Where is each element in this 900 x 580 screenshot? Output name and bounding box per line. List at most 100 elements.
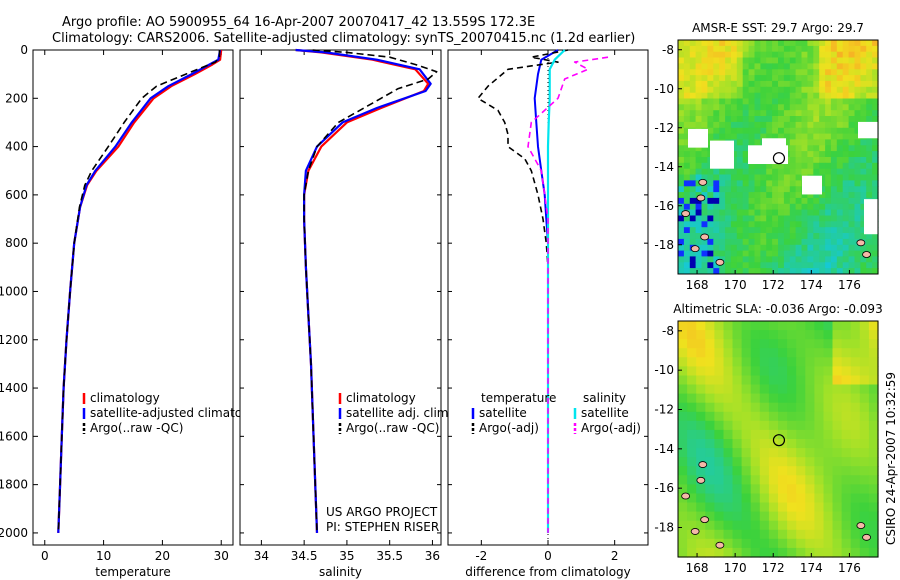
sst_map-cell	[766, 162, 773, 170]
temperature-legend-title: temperature	[481, 391, 556, 405]
sst_map-cell	[713, 192, 720, 199]
sla_map-cell	[778, 475, 788, 485]
sst_map-cell	[801, 162, 808, 170]
sst_map-cell	[760, 215, 767, 222]
sst_map-cell	[860, 151, 867, 158]
sst_map-cell	[689, 45, 697, 53]
sst_map-cell	[801, 116, 808, 123]
sst_map-cell	[754, 57, 761, 64]
sst_map-cell	[872, 98, 879, 105]
sst_map-cell	[801, 80, 808, 88]
sla_map-cell	[859, 439, 870, 449]
sla_map-cell	[741, 402, 752, 413]
sst_map-cell	[678, 233, 685, 240]
sst_map-cell	[766, 244, 773, 252]
sst_map-cell	[830, 162, 838, 170]
sst_map-cell	[695, 121, 703, 129]
sst_map-cell	[707, 256, 714, 263]
sst_map-cell	[872, 180, 879, 187]
sst_map-cell	[772, 104, 779, 111]
sst_map-cell	[736, 121, 744, 129]
sla_map-cell	[732, 475, 743, 485]
sla_map-cell	[723, 348, 734, 358]
sla_map-cell	[696, 339, 706, 349]
sst_map-cell	[707, 186, 714, 193]
sst_map-cell	[819, 45, 826, 53]
sst_map-cell	[725, 80, 732, 88]
sst_map-cell	[842, 186, 850, 193]
sst_map-cell	[736, 244, 744, 252]
sst_map-cell	[725, 104, 732, 111]
sst_map-cell	[678, 98, 685, 105]
sst_map-cell	[795, 45, 803, 53]
sla_map-cell	[741, 321, 752, 331]
sla_map-cell	[850, 420, 861, 431]
sst_map-cell	[719, 51, 726, 59]
sst_map-cell	[830, 209, 838, 216]
sla_map-cell	[850, 402, 861, 413]
sla_map-cell	[805, 384, 815, 395]
sla_map-cell	[814, 366, 825, 377]
sst_map-cell	[860, 209, 867, 216]
sst_map-cell	[713, 168, 720, 176]
sst_map-cell	[819, 203, 826, 211]
sst_map-cell	[854, 51, 861, 59]
sst_map-cell	[825, 75, 832, 82]
sla_map-cell	[796, 457, 806, 467]
sst_map-cell	[719, 209, 726, 216]
sla_map-cell	[778, 529, 788, 540]
sst_map-cell	[789, 121, 797, 129]
sst_map-cell	[854, 133, 861, 140]
sst_map-cell	[801, 63, 808, 70]
sla_map-cell	[741, 511, 752, 522]
sst_map-cell	[683, 92, 691, 100]
sst_map-cell	[754, 203, 761, 211]
sst_map-cell	[778, 121, 785, 129]
sla_map-cell	[796, 502, 806, 513]
sst_map-cell	[836, 256, 844, 263]
sst_map-cell	[742, 45, 750, 53]
sla_map-cell	[723, 375, 734, 386]
sla_map-cell	[796, 529, 806, 540]
sla_map-cell	[705, 357, 715, 367]
sla_map-cell	[805, 402, 815, 413]
missing-data-patch	[710, 140, 734, 169]
sst_map-cell	[725, 69, 732, 76]
sst_map-cell	[736, 86, 744, 94]
sla_map-cell	[832, 420, 843, 431]
sst_map-cell	[772, 162, 779, 170]
sla_map-cell	[832, 393, 843, 404]
island-outline	[856, 239, 866, 247]
sst_map-cell	[707, 227, 714, 234]
sst_map-cell	[830, 86, 838, 94]
sla_map-cell	[741, 457, 752, 467]
sst_map-cell	[725, 221, 732, 228]
sst_map-cell	[819, 215, 826, 222]
sst_map-cell	[725, 121, 732, 129]
sst_map-cell	[789, 98, 797, 105]
sst_map-cell	[872, 250, 879, 257]
sla_map-cell	[805, 393, 815, 404]
sst_map-cell	[725, 51, 732, 59]
sst_map-cell	[748, 104, 756, 111]
sst_map-cell	[854, 75, 861, 82]
sst_map-cell	[695, 256, 703, 263]
sst_map-cell	[748, 180, 756, 187]
sst_map-cell	[772, 233, 779, 240]
sst_map-cell	[766, 45, 773, 53]
sst_map-cell	[789, 151, 797, 158]
sst_map-cell	[701, 250, 708, 257]
sla_map-cell	[796, 520, 806, 531]
sst_map-cell	[678, 157, 685, 164]
sst_map-cell	[701, 51, 708, 59]
sst_map-cell	[766, 69, 773, 76]
sst_map-cell	[866, 75, 873, 82]
temperature-ytick-label: 1600	[0, 429, 28, 443]
sst_map-cell	[848, 63, 856, 70]
sst_map-cell	[766, 197, 773, 205]
sst_map-cell	[783, 268, 791, 275]
sst_map-cell	[678, 63, 685, 70]
sst_map-cell	[872, 238, 879, 246]
sst_map-cell	[748, 215, 756, 222]
sst_map-cell	[789, 192, 797, 199]
